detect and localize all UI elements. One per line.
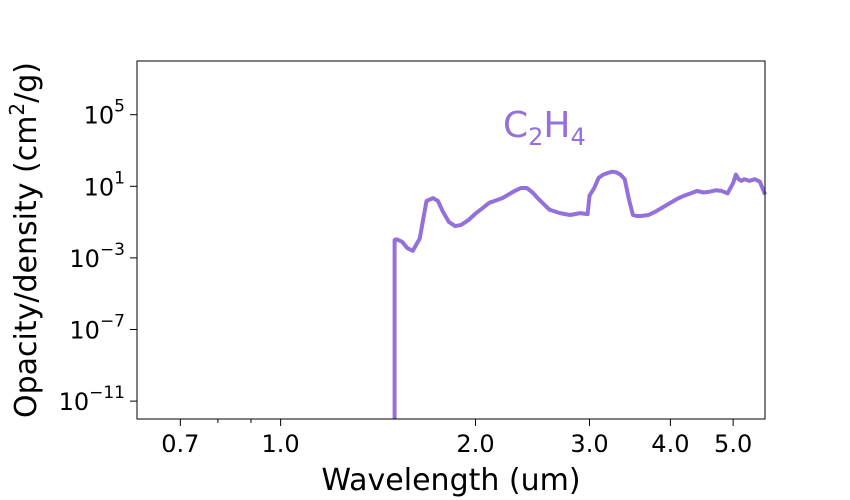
species-annotation: C2H4 <box>503 105 586 151</box>
x-tick-label-4: 4.0 <box>651 430 689 458</box>
y-tick-label-4: 10−11 <box>59 383 125 416</box>
y-tick-label-2: 10−3 <box>69 240 125 273</box>
y-axis-label-sup: 2 <box>5 103 29 116</box>
y-tick-label-1: 101 <box>84 168 125 201</box>
annotation-sub-2: 2 <box>528 123 543 151</box>
x-tick-label-5: 5.0 <box>714 430 752 458</box>
x-tick-label-2: 2.0 <box>456 430 494 458</box>
y-tick-label-3: 10−7 <box>69 312 125 345</box>
annotation-c: C <box>503 105 528 146</box>
y-tick-base-4: 10 <box>59 388 90 416</box>
series-line-c2h4 <box>392 169 767 419</box>
y-axis-label-tail: /g) <box>9 62 44 103</box>
y-axis-label-main: Opacity/density (cm <box>9 116 44 418</box>
y-tick-exp-0: 5 <box>114 97 125 117</box>
y-axis-label: Opacity/density (cm2/g) <box>5 62 44 418</box>
annotation-sub-4: 4 <box>571 123 586 151</box>
y-tick-base-0: 10 <box>84 102 115 130</box>
y-tick-exp-1: 1 <box>114 168 125 188</box>
y-tick-label-0: 105 <box>84 97 125 130</box>
y-tick-base-1: 10 <box>84 173 115 201</box>
plot-frame <box>136 60 766 420</box>
x-tick-label-1: 1.0 <box>262 430 300 458</box>
x-tick-label-3: 3.0 <box>570 430 608 458</box>
y-tick-base-2: 10 <box>69 245 100 273</box>
y-tick-exp-2: −3 <box>100 240 125 260</box>
y-tick-exp-4: −11 <box>89 383 125 403</box>
x-axis-label: Wavelength (um) <box>321 463 580 498</box>
y-tick-exp-3: −7 <box>100 312 125 332</box>
x-axis-ticks: 0.7 1.0 2.0 3.0 4.0 5.0 <box>161 419 752 458</box>
annotation-h: H <box>543 105 570 146</box>
y-tick-base-3: 10 <box>69 317 100 345</box>
x-tick-label-0: 0.7 <box>161 430 199 458</box>
